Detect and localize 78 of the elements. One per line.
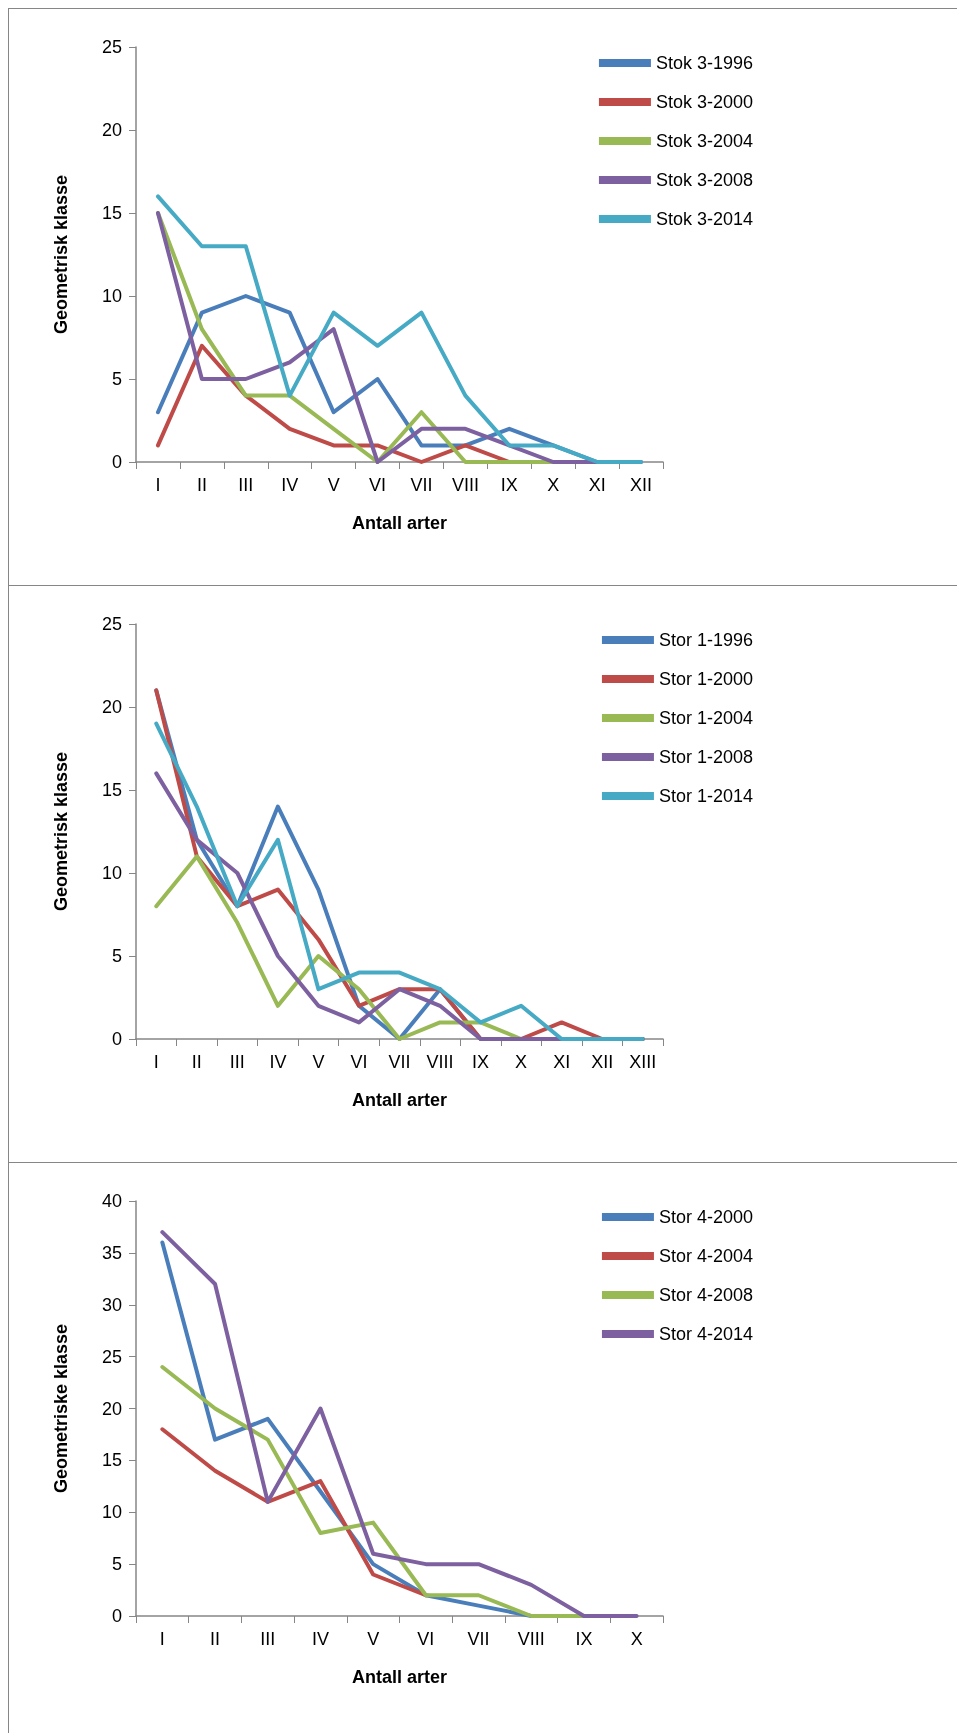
x-tick-label: II — [210, 1629, 221, 1649]
x-tick-label: IV — [281, 475, 299, 495]
x-tick-label: V — [327, 475, 340, 495]
legend-label: Stok 3-2004 — [655, 131, 754, 151]
line-series — [160, 1230, 639, 1618]
y-axis-title: Geometriske klasse — [51, 1323, 71, 1494]
x-axis-title: Antall arter — [351, 513, 448, 533]
y-tick-label: 15 — [101, 780, 122, 800]
x-tick-label: VII — [410, 475, 433, 495]
x-tick-label: I — [159, 1629, 165, 1649]
x-tick-label: IV — [269, 1052, 287, 1072]
x-axis-title: Antall arter — [351, 1090, 448, 1110]
y-tick-label: 15 — [101, 203, 122, 223]
y-tick-label: 20 — [101, 120, 122, 140]
x-tick-label: IV — [311, 1629, 329, 1649]
y-tick-label: 0 — [111, 1029, 122, 1049]
x-tick-label: III — [229, 1052, 245, 1072]
y-tick-label: 25 — [101, 1346, 122, 1367]
x-tick-label: XII — [591, 1052, 614, 1072]
x-tick-label: X — [630, 1629, 643, 1649]
x-tick-label: IX — [500, 475, 518, 495]
x-tick-label: XI — [553, 1052, 571, 1072]
x-tick-label: IX — [472, 1052, 490, 1072]
y-tick-label: 30 — [101, 1294, 122, 1315]
x-tick-label: VI — [369, 475, 387, 495]
x-tick-label: X — [515, 1052, 528, 1072]
x-tick-label: XII — [630, 475, 653, 495]
y-tick-label: 20 — [101, 697, 122, 717]
y-tick-label: 10 — [101, 863, 122, 883]
x-tick-label: VII — [467, 1629, 490, 1649]
x-tick-label: VIII — [451, 475, 479, 495]
legend-label: Stor 4-2004 — [658, 1246, 753, 1266]
x-tick-label: VI — [417, 1629, 435, 1649]
x-tick-label: V — [312, 1052, 325, 1072]
legend-label: Stok 3-2008 — [655, 170, 754, 190]
y-tick-label: 10 — [101, 1502, 122, 1523]
y-tick-label: 5 — [111, 369, 122, 389]
x-tick-label: VIII — [426, 1052, 454, 1072]
x-tick-label: VI — [350, 1052, 368, 1072]
legend-label: Stor 1-2014 — [658, 786, 753, 806]
legend-label: Stor 4-2008 — [658, 1285, 753, 1305]
x-tick-label: III — [260, 1629, 276, 1649]
y-tick-label: 5 — [111, 1554, 122, 1575]
legend-label: Stok 3-2014 — [655, 209, 754, 229]
y-tick-label: 0 — [111, 1606, 122, 1626]
legend-label: Stor 4-2014 — [658, 1324, 753, 1344]
x-tick-label: II — [191, 1052, 202, 1072]
x-tick-label: V — [367, 1629, 380, 1649]
y-axis-title: Geometrisk klasse — [51, 174, 71, 335]
y-tick-label: 25 — [101, 37, 122, 57]
line-series — [160, 1365, 586, 1618]
x-tick-label: VIII — [517, 1629, 545, 1649]
legend-label: Stor 1-2004 — [658, 708, 753, 728]
legend-label: Stor 1-1996 — [658, 630, 753, 650]
y-tick-label: 25 — [101, 614, 122, 634]
x-axis-title: Antall arter — [351, 1667, 448, 1687]
x-tick-label: IX — [575, 1629, 593, 1649]
x-tick-label: I — [153, 1052, 159, 1072]
y-tick-label: 5 — [111, 946, 122, 966]
y-tick-label: 20 — [101, 1398, 122, 1419]
x-tick-label: III — [238, 475, 254, 495]
y-tick-label: 15 — [101, 1450, 122, 1471]
legend-label: Stok 3-2000 — [655, 92, 754, 112]
y-tick-label: 0 — [111, 452, 122, 472]
y-tick-label: 35 — [101, 1242, 122, 1263]
y-tick-label: 40 — [101, 1191, 122, 1211]
legend-label: Stor 1-2000 — [658, 669, 753, 689]
x-tick-label: XI — [588, 475, 606, 495]
x-tick-label: I — [155, 475, 161, 495]
x-tick-label: II — [196, 475, 207, 495]
y-axis-title: Geometrisk klasse — [51, 751, 71, 912]
x-tick-label: VII — [388, 1052, 411, 1072]
legend-label: Stor 1-2008 — [658, 747, 753, 767]
legend-label: Stok 3-1996 — [655, 53, 754, 73]
x-tick-label: X — [547, 475, 560, 495]
legend-label: Stor 4-2000 — [658, 1207, 753, 1227]
y-tick-label: 10 — [101, 286, 122, 306]
x-tick-label: XIII — [629, 1052, 657, 1072]
